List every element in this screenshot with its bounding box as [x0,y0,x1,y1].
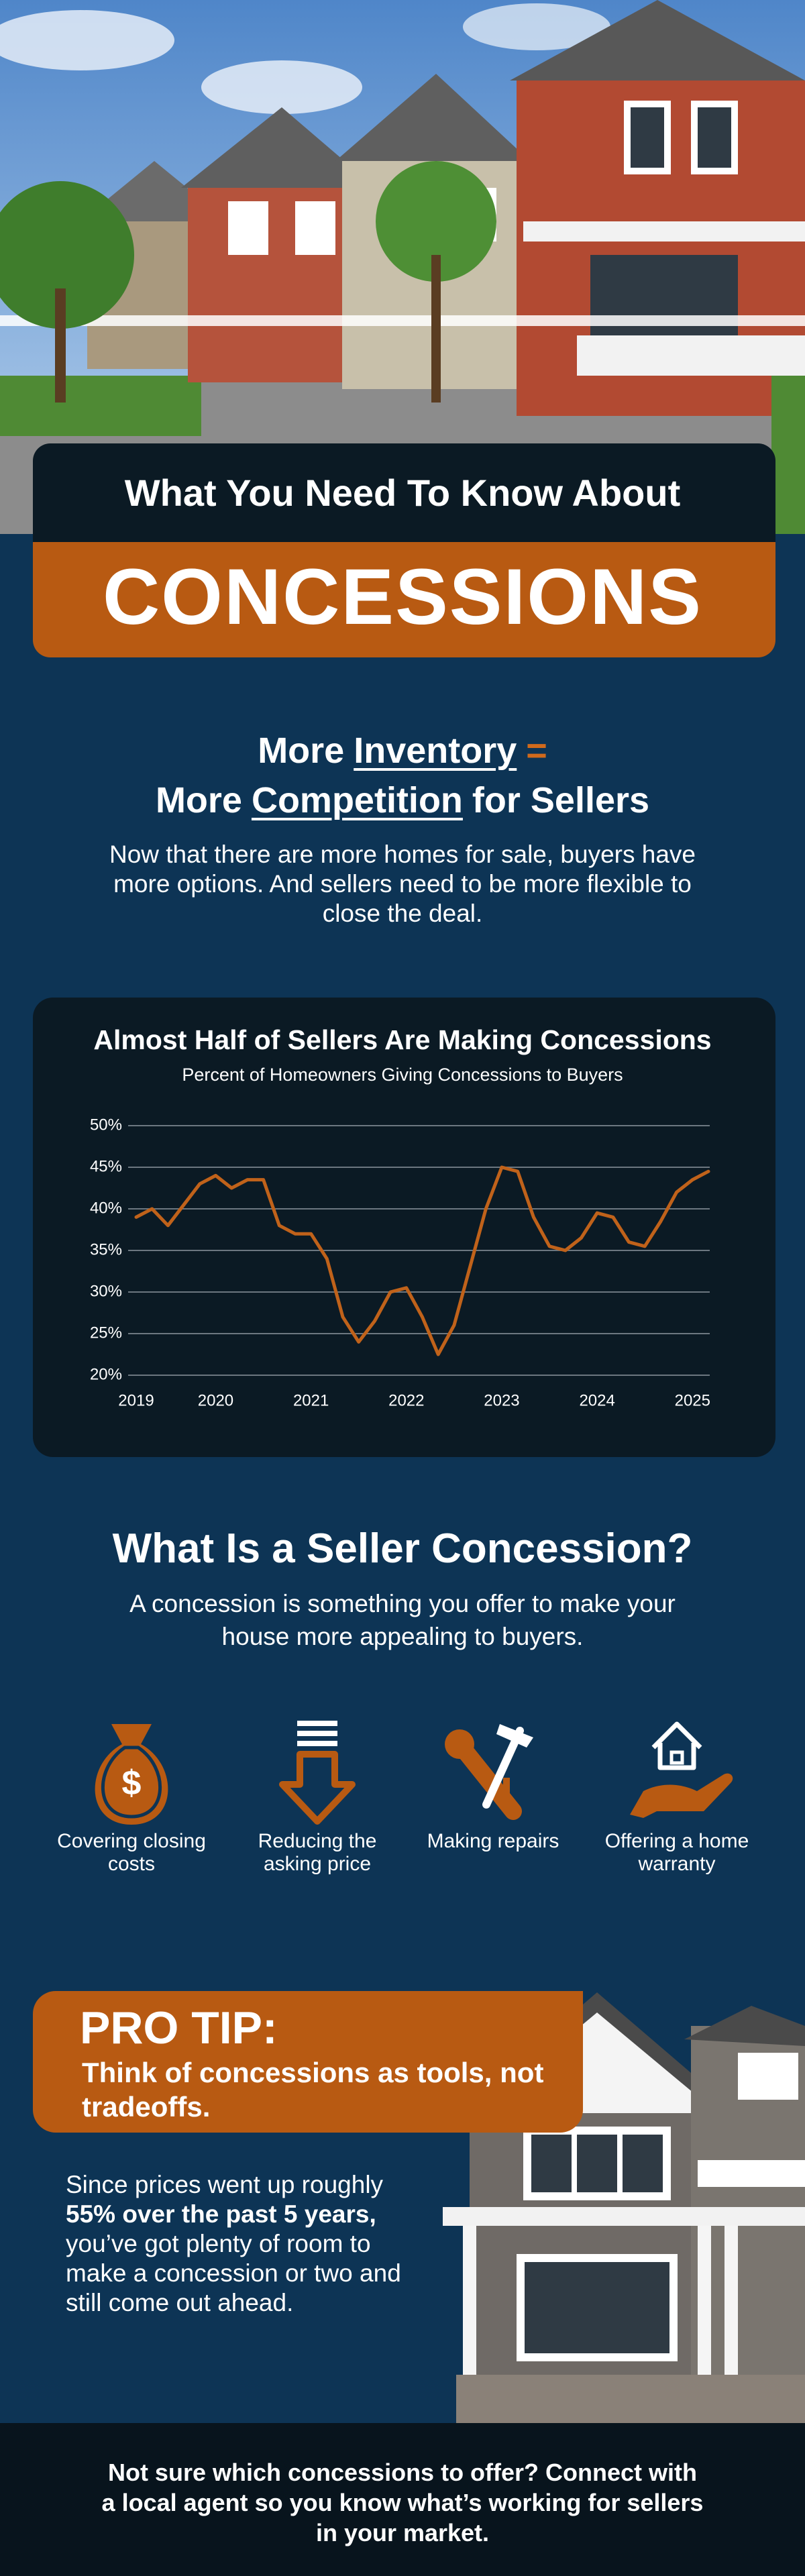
heading-text: More [258,731,345,771]
x-tick-label: 2021 [293,1391,329,1409]
y-tick-label: 45% [90,1157,122,1175]
chart: Almost Half of Sellers Are Making Conces… [90,1024,712,1410]
pro-tip-text: Think of concessions as tools, not trade… [82,2057,544,2123]
x-tick-label: 2023 [484,1391,519,1409]
heading-emphasis: Competition [251,780,463,820]
y-tick-label: 20% [90,1365,122,1383]
x-tick-label: 2022 [388,1391,424,1409]
pro-tip-box [33,1991,583,2133]
y-tick-label: 30% [90,1282,122,1300]
money-bag-icon: $ [95,1724,168,1825]
icon-label: Making repairs [427,1830,559,1852]
footer [0,2423,805,2576]
x-tick-label: 2025 [675,1391,710,1409]
x-tick-label: 2019 [118,1391,154,1409]
heading-text: for Sellers [472,780,650,820]
heading-text: More [155,780,242,820]
tools-icon [445,1724,533,1820]
intro-heading-line-1: More Inventory = [0,727,805,775]
heading-symbol: = [526,731,547,771]
intro-heading-line-2: More Competition for Sellers [0,776,805,824]
x-tick-label: 2024 [579,1391,614,1409]
pro-tip-label: PRO TIP: [80,2002,278,2053]
data-line [134,1165,710,1356]
y-tick-label: 35% [90,1240,122,1258]
footer-text: Not sure which concessions to offer? Con… [101,2459,704,2546]
heading-emphasis: Inventory [354,731,517,771]
icon-label: Offering a home warranty [604,1830,749,1875]
x-tick-label: 2020 [198,1391,233,1409]
section-heading: What Is a Seller Concession? [112,1525,693,1572]
body-emphasis: 55% over the past 5 years, [66,2200,376,2228]
y-tick-label: 40% [90,1199,122,1217]
body-text: you’ve got plenty of room to make a conc… [66,2230,401,2316]
icon-label: Covering closing costs [57,1830,206,1875]
intro-text: Now that there are more homes for sale, … [109,841,696,927]
chart-title: Almost Half of Sellers Are Making Conces… [93,1024,711,1055]
pro-tip-body: Since prices went up roughly 55% over th… [66,2170,415,2318]
title-highlight: CONCESSIONS [102,553,703,641]
title-highlight-box [33,542,775,657]
chart-panel [33,998,775,1457]
y-tick-label: 50% [90,1116,122,1134]
hero-photo [0,0,805,537]
home-warranty-icon [630,1721,733,1818]
body-text: Since prices went up roughly [66,2171,384,2198]
arrow-down-icon [279,1721,356,1825]
y-tick-label: 25% [90,1324,122,1342]
icon-row: $ [95,1721,733,1825]
chart-subtitle: Percent of Homeowners Giving Concessions… [182,1065,623,1085]
title: What You Need To Know About [124,472,681,514]
icon-glyph: $ [122,1764,142,1803]
title-box [33,443,775,544]
icon-label: Reducing the asking price [258,1830,377,1875]
section-text: A concession is something you offer to m… [129,1590,676,1650]
